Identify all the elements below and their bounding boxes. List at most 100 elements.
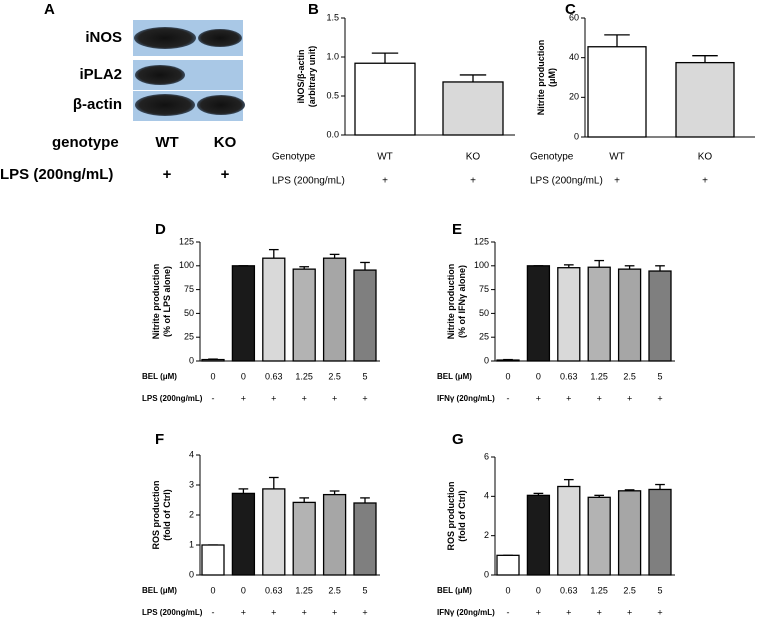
row-value: 0.63: [560, 371, 578, 381]
y-tick-label: 75: [479, 284, 489, 294]
row-value: WT: [609, 152, 625, 163]
row-value: +: [302, 393, 307, 403]
y-tick-label: 25: [479, 332, 489, 342]
row-value: KO: [698, 152, 713, 163]
panel-letter: E: [452, 221, 462, 238]
y-tick-label: 4: [189, 449, 194, 459]
row-value: 0: [210, 371, 215, 381]
row-value: +: [536, 393, 541, 403]
row-value: 0: [536, 585, 541, 595]
y-axis-label: (arbitrary unit): [307, 46, 317, 108]
y-tick-label: 2: [484, 530, 489, 540]
bar: [496, 359, 520, 362]
bar: [231, 492, 256, 576]
row-value: +: [702, 176, 708, 187]
bar: [557, 267, 581, 362]
y-axis-label: Nitrite production: [446, 264, 456, 340]
row-value: +: [332, 393, 337, 403]
row-value: +: [362, 393, 367, 403]
row-value: 0: [241, 371, 246, 381]
bar: [292, 268, 316, 362]
bar: [353, 502, 377, 576]
row-value: 1.25: [590, 585, 608, 595]
blot-genotype-label: genotype: [52, 134, 119, 151]
y-tick-label: 0: [189, 569, 194, 579]
row-value: +: [657, 607, 662, 617]
row-value: 1.25: [295, 371, 313, 381]
panel-letter: D: [155, 221, 166, 238]
y-tick-label: 0: [189, 355, 194, 365]
bar: [587, 46, 647, 138]
row-label: Genotype: [272, 152, 316, 163]
y-tick-label: 2: [189, 509, 194, 519]
row-value: 5: [362, 585, 367, 595]
row-value: 0: [536, 371, 541, 381]
panel-letter: F: [155, 431, 164, 448]
bar: [587, 266, 611, 362]
y-axis-label: (fold of Ctrl): [457, 490, 467, 541]
row-value: +: [241, 393, 246, 403]
panel-letter: A: [44, 1, 55, 18]
bar: [648, 270, 672, 362]
blot-row-label: β-actin: [73, 96, 122, 113]
bar: [648, 488, 672, 576]
row-value: -: [507, 607, 510, 617]
bar: [292, 501, 316, 576]
blot-row-label: iPLA2: [79, 66, 122, 83]
row-value: +: [566, 393, 571, 403]
blot-band: [135, 94, 195, 116]
row-value: 0: [210, 585, 215, 595]
row-value: +: [657, 393, 662, 403]
row-label: BEL (μM): [437, 372, 472, 381]
y-tick-label: 1.0: [326, 51, 339, 61]
y-tick-label: 50: [479, 308, 489, 318]
row-value: 2.5: [623, 371, 636, 381]
bar: [526, 494, 551, 576]
blot-genotype: KO: [214, 134, 237, 151]
y-tick-label: 6: [484, 451, 489, 461]
bar: [201, 544, 225, 576]
bar: [322, 257, 347, 362]
y-tick-label: 125: [474, 236, 489, 246]
row-value: -: [212, 393, 215, 403]
y-axis-label: (% of LPS alone): [162, 266, 172, 337]
blot-genotype: WT: [155, 134, 178, 151]
bar: [442, 81, 504, 136]
row-value: +: [536, 607, 541, 617]
row-value: +: [362, 607, 367, 617]
panel-letter: G: [452, 431, 464, 448]
y-axis-label: Nitrite production: [151, 264, 161, 340]
y-axis-label: iNOS/β-actin: [296, 50, 306, 104]
blot-lps: +: [221, 166, 230, 183]
row-label: BEL (μM): [437, 586, 472, 595]
row-value: +: [566, 607, 571, 617]
bar: [587, 496, 611, 576]
row-value: 5: [362, 371, 367, 381]
y-tick-label: 20: [569, 92, 579, 102]
blot-band: [198, 29, 242, 47]
row-value: +: [597, 607, 602, 617]
row-value: 0.63: [265, 371, 283, 381]
blot-band: [135, 65, 185, 85]
bar: [201, 358, 225, 362]
y-tick-label: 0: [484, 569, 489, 579]
row-value: 0: [505, 585, 510, 595]
y-tick-label: 0: [484, 355, 489, 365]
row-value: +: [597, 393, 602, 403]
row-value: +: [382, 176, 388, 187]
row-value: +: [614, 176, 620, 187]
y-tick-label: 40: [569, 52, 579, 62]
bar: [557, 485, 581, 576]
row-value: +: [241, 607, 246, 617]
y-tick-label: 125: [179, 236, 194, 246]
row-value: 1.25: [295, 585, 313, 595]
row-value: 2.5: [328, 371, 341, 381]
row-value: +: [627, 607, 632, 617]
y-tick-label: 25: [184, 332, 194, 342]
bar: [617, 268, 642, 362]
y-tick-label: 100: [474, 260, 489, 270]
bar: [322, 493, 347, 576]
bar: [675, 61, 735, 138]
row-label: LPS (200ng/mL): [142, 608, 203, 617]
y-tick-label: 0.5: [326, 90, 339, 100]
